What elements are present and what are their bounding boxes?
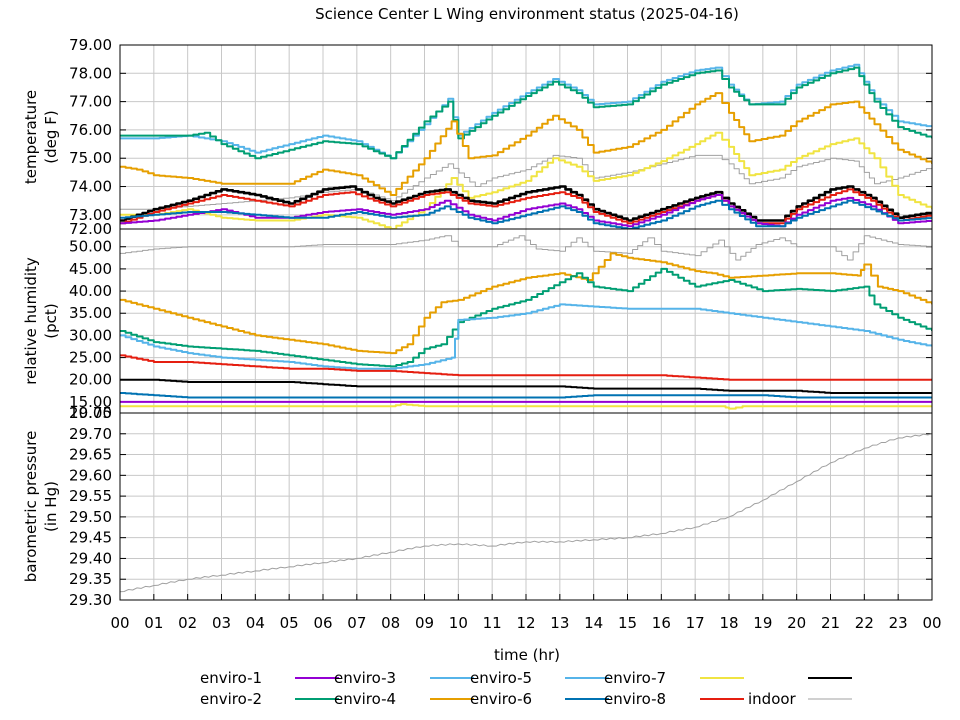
humidity-line-e6 xyxy=(120,392,932,399)
pressure-series xyxy=(120,433,932,593)
legend-label: enviro-3 xyxy=(334,669,396,687)
x-tick-label: 12 xyxy=(516,614,535,632)
temperature-series xyxy=(120,63,932,229)
pressure-ytick-label: 29.50 xyxy=(69,508,112,526)
temperature-line-indoor xyxy=(120,154,932,210)
temperature-ytick-label: 78.00 xyxy=(69,64,112,82)
pressure-ytick-label: 29.45 xyxy=(69,529,112,547)
humidity-line-e4 xyxy=(120,252,932,355)
pressure-ylabel: barometric pressure xyxy=(22,431,40,583)
legend-label: indoor xyxy=(748,690,797,708)
temperature-line-e8k xyxy=(120,185,932,222)
temperature-panel: 73.00 74.00 75.00 76.00 77.00 78.00 79.00 72.00… xyxy=(22,36,933,238)
x-tick-label: 18 xyxy=(719,614,738,632)
x-tick-label: 19 xyxy=(753,614,772,632)
humidity-line-e7 xyxy=(120,403,932,410)
x-tick-label: 02 xyxy=(178,614,197,632)
x-tick-label: 20 xyxy=(787,614,806,632)
temperature-ytick-label: 73.00 xyxy=(69,206,112,224)
x-tick-label: 05 xyxy=(280,614,299,632)
temperature-ytick-label: 79.00 xyxy=(69,36,112,54)
humidity-series xyxy=(120,235,932,410)
x-tick-label: 04 xyxy=(246,614,265,632)
humidity-line-indoor xyxy=(120,235,932,261)
legend-label: enviro-2 xyxy=(200,690,262,708)
temperature-ylabel: temperature xyxy=(22,90,40,184)
pressure-ytick-label: 29.40 xyxy=(69,549,112,567)
chart-panels: 73.00 74.00 75.00 76.00 77.00 78.00 79.00 72.00… xyxy=(22,36,933,609)
x-tick-label: 11 xyxy=(483,614,502,632)
temperature-ylabel: (deg F) xyxy=(42,110,60,163)
x-tick-label: 06 xyxy=(313,614,332,632)
x-tick-label: 15 xyxy=(618,614,637,632)
temperature-ytick-label: 74.00 xyxy=(69,178,112,196)
temperature-ytick-label: 72.00 xyxy=(69,220,112,238)
x-tick-label: 00 xyxy=(110,614,129,632)
pressure-line-indoor xyxy=(120,433,932,593)
humidity-line-e3 xyxy=(120,303,932,370)
humidity-ylabel: relative humidity xyxy=(22,257,40,385)
humidity-line-e2 xyxy=(120,267,932,368)
pressure-ytick-label: 29.35 xyxy=(69,570,112,588)
temperature-ytick-label: 76.00 xyxy=(69,121,112,139)
humidity-panel: 15.00 20.00 25.00 30.00 35.00 40.00 45.00 50.00… xyxy=(22,228,933,422)
pressure-ytick-label: 29.70 xyxy=(69,425,112,443)
legend-label: enviro-4 xyxy=(334,690,396,708)
x-tick-label: 10 xyxy=(449,614,468,632)
temperature-line-e7 xyxy=(120,131,932,229)
humidity-ytick-label: 45.00 xyxy=(69,260,112,278)
pressure-ytick-label: 29.65 xyxy=(69,446,112,464)
humidity-line-e8 xyxy=(120,354,932,381)
x-tick-label: 03 xyxy=(212,614,231,632)
legend-label: enviro-6 xyxy=(470,690,532,708)
x-tick-label: 08 xyxy=(381,614,400,632)
pressure-ytick-label: 29.75 xyxy=(69,404,112,422)
legend: enviro-1 enviro-2 enviro-3 enviro-4 enviro-5… xyxy=(200,669,852,708)
x-axis: 00 01 02 03 04 05 06 07 08 09 10 11 12 13 14 15 16 17 18 19… xyxy=(110,594,942,632)
humidity-ytick-label: 20.00 xyxy=(69,371,112,389)
temperature-line-e2 xyxy=(120,66,932,160)
pressure-panel: 29.30 29.35 29.40 29.45 29.50 29.55 29.60 29.65… xyxy=(22,404,933,609)
x-axis-label: time (hr) xyxy=(494,646,560,664)
legend-label: enviro-8 xyxy=(604,690,666,708)
x-tick-label: 01 xyxy=(144,614,163,632)
humidity-ytick-label: 10.00 xyxy=(69,404,112,422)
x-tick-label: 21 xyxy=(821,614,840,632)
x-tick-label: 14 xyxy=(584,614,603,632)
x-tick-label: 23 xyxy=(889,614,908,632)
pressure-ytick-label: 29.30 xyxy=(69,591,112,609)
humidity-ytick-label: 30.00 xyxy=(69,326,112,344)
humidity-ylabel: (pct) xyxy=(42,303,60,338)
temperature-line-e6 xyxy=(120,199,932,229)
humidity-ytick-label: 25.00 xyxy=(69,349,112,367)
legend-label: enviro-1 xyxy=(200,669,262,687)
humidity-ytick-label: 35.00 xyxy=(69,304,112,322)
humidity-line-e8k xyxy=(120,378,932,394)
x-tick-label: 22 xyxy=(855,614,874,632)
x-tick-label: 16 xyxy=(652,614,671,632)
legend-label: enviro-7 xyxy=(604,669,666,687)
pressure-ytick-label: 29.55 xyxy=(69,487,112,505)
chart-title: Science Center L Wing environment status… xyxy=(315,5,739,23)
temperature-line-e4 xyxy=(120,92,932,196)
x-tick-label: 07 xyxy=(347,614,366,632)
x-tick-label: 00 xyxy=(922,614,941,632)
x-tick-label: 17 xyxy=(686,614,705,632)
humidity-ytick-label: 40.00 xyxy=(69,282,112,300)
humidity-ytick-label: 15.00 xyxy=(69,393,112,411)
legend-label: enviro-5 xyxy=(470,669,532,687)
pressure-ylabel: (in Hg) xyxy=(42,481,60,532)
x-tick-label: 09 xyxy=(415,614,434,632)
temperature-ytick-label: 75.00 xyxy=(69,149,112,167)
temperature-ytick-label: 77.00 xyxy=(69,93,112,111)
humidity-ytick-label: 50.00 xyxy=(69,238,112,256)
temperature-line-e8 xyxy=(120,188,932,225)
pressure-ytick-label: 29.60 xyxy=(69,466,112,484)
x-tick-label: 13 xyxy=(550,614,569,632)
